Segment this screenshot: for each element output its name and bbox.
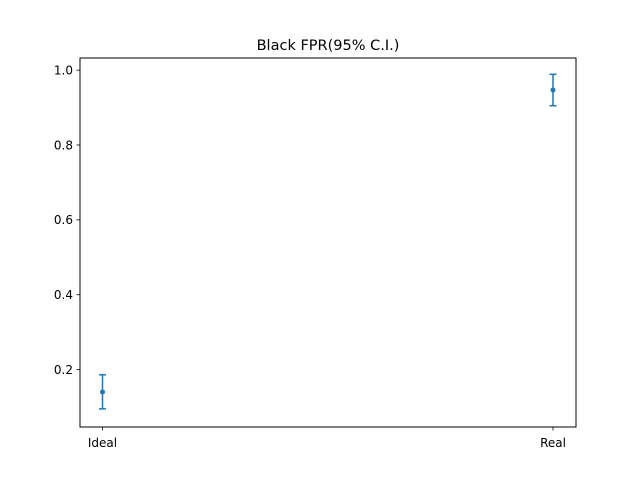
chart-title: Black FPR(95% C.I.) (257, 38, 400, 54)
x-axis: Ideal Real (88, 427, 566, 450)
axes-frame (79, 57, 577, 428)
y-tick-label: 0.6 (54, 213, 73, 227)
x-tick-label: Real (540, 436, 566, 450)
plot-area (99, 73, 557, 410)
data-point (550, 87, 556, 93)
y-tick-label: 1.0 (54, 63, 73, 77)
y-tick-label: 0.4 (54, 288, 73, 302)
y-tick-label: 0.8 (54, 138, 73, 152)
data-point (100, 389, 105, 395)
y-axis: 0.2 0.4 0.6 0.8 1.0 (54, 63, 80, 377)
y-tick-label: 0.2 (54, 363, 73, 377)
x-tick-label: Ideal (88, 436, 117, 450)
